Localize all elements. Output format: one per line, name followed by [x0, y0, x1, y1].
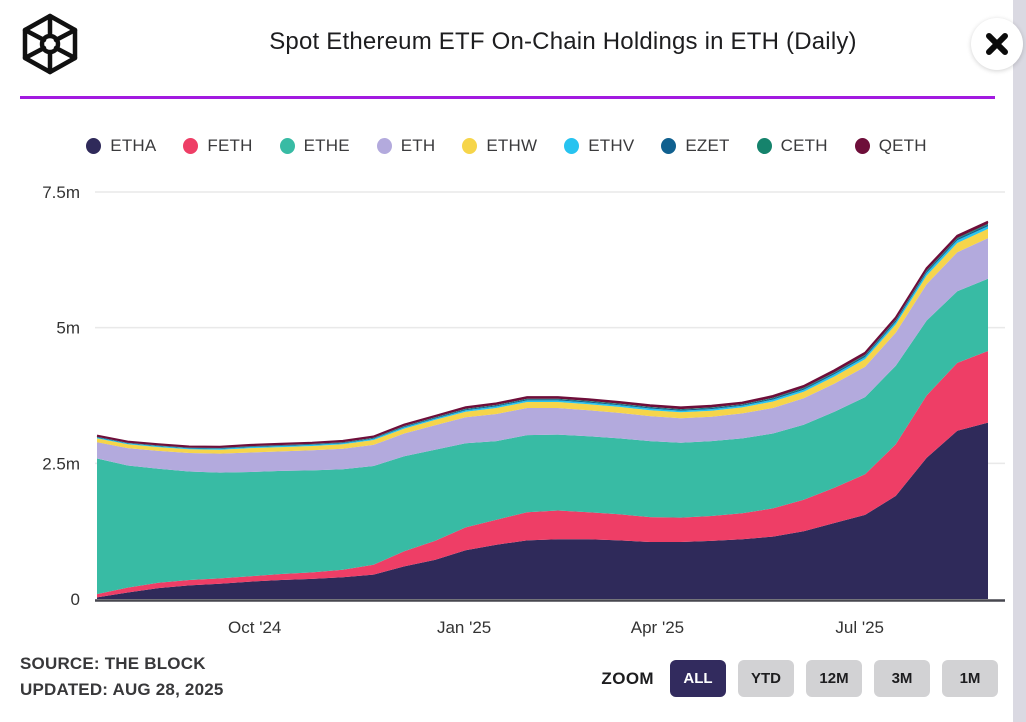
legend-item-label: EZET [685, 136, 730, 155]
area-series-eth[interactable] [97, 238, 988, 473]
legend: ETHA FETH ETHE ETH ETHW ETHV EZET CETH QETH [0, 136, 1013, 156]
legend-dot-icon [462, 138, 478, 154]
chart-canvas[interactable]: 0 2.5m 5m 7.5m Oct '24 Jan '25 Apr '25 Jul '25 [0, 165, 1013, 650]
legend-item-feth[interactable]: FETH [183, 136, 252, 156]
zoom-range-button-12m[interactable]: 12M [806, 660, 862, 697]
zoom-label: ZOOM [601, 668, 654, 688]
legend-item-eth[interactable]: ETH [376, 136, 436, 156]
legend-dot-icon [376, 138, 392, 154]
legend-item-ezet[interactable]: EZET [661, 136, 729, 156]
legend-item-label: ETHE [303, 136, 350, 155]
source-block: SOURCE: THE BLOCK UPDATED: AUG 28, 2025 [20, 651, 224, 703]
updated-text: UPDATED: AUG 28, 2025 [20, 680, 224, 699]
x-tick-label: Jan '25 [437, 618, 491, 637]
legend-dot-icon [86, 138, 102, 154]
legend-item-label: CETH [780, 136, 828, 155]
close-button[interactable] [971, 18, 1023, 70]
zoom-range-button-3m[interactable]: 3M [874, 660, 930, 697]
stack-top-outline [96, 220, 989, 448]
y-tick-label-7.5m: 7.5m [42, 183, 80, 202]
area-series-ethe[interactable] [97, 278, 988, 595]
legend-dot-icon [661, 138, 677, 154]
legend-item-label: ETH [400, 136, 436, 155]
legend-item-label: QETH [878, 136, 927, 155]
legend-item-label: ETHA [110, 136, 157, 155]
legend-item-ceth[interactable]: CETH [756, 136, 828, 156]
zoom-controls: ZOOM ALL YTD 12M 3M 1M [601, 660, 998, 697]
x-tick-label: Jul '25 [835, 618, 884, 637]
legend-item-qeth[interactable]: QETH [854, 136, 927, 156]
source-text: SOURCE: THE BLOCK [20, 654, 206, 673]
legend-dot-icon [756, 138, 772, 154]
page-title: Spot Ethereum ETF On-Chain Holdings in E… [269, 28, 857, 55]
legend-item-ethv[interactable]: ETHV [564, 136, 634, 156]
y-tick-label-0: 0 [71, 590, 80, 609]
legend-dot-icon [279, 138, 295, 154]
legend-item-label: ETHW [486, 136, 538, 155]
legend-item-label: FETH [207, 136, 253, 155]
legend-item-ethw[interactable]: ETHW [462, 136, 537, 156]
zoom-range-button-all[interactable]: ALL [670, 660, 726, 697]
area-series-etha[interactable] [97, 422, 988, 599]
legend-dot-icon [183, 138, 199, 154]
accent-divider [20, 96, 995, 99]
y-tick-label-5m: 5m [56, 319, 80, 338]
y-tick-label-2.5m: 2.5m [42, 454, 80, 473]
zoom-range-button-ytd[interactable]: YTD [738, 660, 794, 697]
x-tick-label: Apr '25 [631, 618, 684, 637]
legend-item-label: ETHV [588, 136, 635, 155]
stacked-area-chart[interactable]: 0 2.5m 5m 7.5m Oct '24 Jan '25 Apr '25 Jul '25 [0, 165, 1013, 650]
zoom-range-button-1m[interactable]: 1M [942, 660, 998, 697]
x-tick-label: Oct '24 [228, 618, 281, 637]
legend-item-etha[interactable]: ETHA [86, 136, 156, 156]
area-series-feth[interactable] [97, 351, 988, 598]
legend-dot-icon [854, 138, 870, 154]
legend-item-ethe[interactable]: ETHE [279, 136, 350, 156]
the-block-logo-icon [22, 13, 78, 75]
close-icon [986, 33, 1008, 55]
legend-dot-icon [564, 138, 580, 154]
